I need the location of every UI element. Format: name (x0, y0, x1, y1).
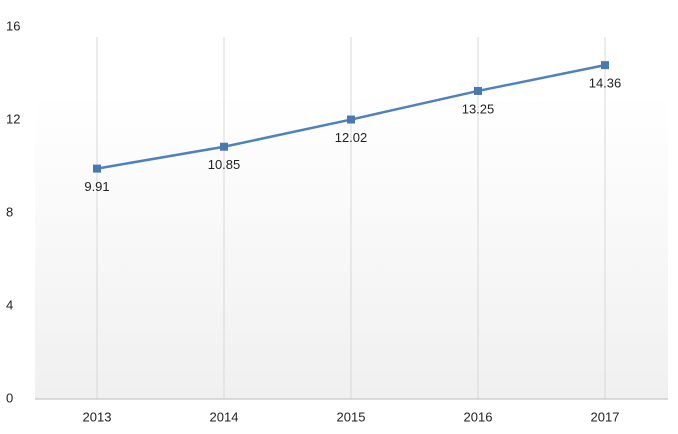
marker (474, 86, 482, 95)
y-tick-label: 16 (6, 18, 20, 33)
y-tick-label: 12 (6, 111, 20, 126)
y-tick-label: 4 (6, 297, 13, 312)
y-tick-label: 0 (6, 390, 13, 405)
x-tick-label: 2017 (591, 409, 620, 424)
x-tick-label: 2014 (210, 409, 239, 424)
x-tick-label: 2015 (337, 409, 366, 424)
marker (93, 164, 101, 173)
data-label: 12.02 (335, 130, 368, 145)
x-tick-label: 2016 (464, 409, 493, 424)
data-label: 10.85 (208, 157, 241, 172)
y-tick-label: 8 (6, 204, 13, 219)
data-label: 14.36 (589, 76, 622, 91)
marker (347, 115, 355, 124)
marker (601, 61, 609, 70)
x-tick-label: 2013 (83, 409, 112, 424)
data-label: 9.91 (84, 179, 109, 194)
marker (220, 142, 228, 151)
data-label: 13.25 (462, 101, 495, 116)
